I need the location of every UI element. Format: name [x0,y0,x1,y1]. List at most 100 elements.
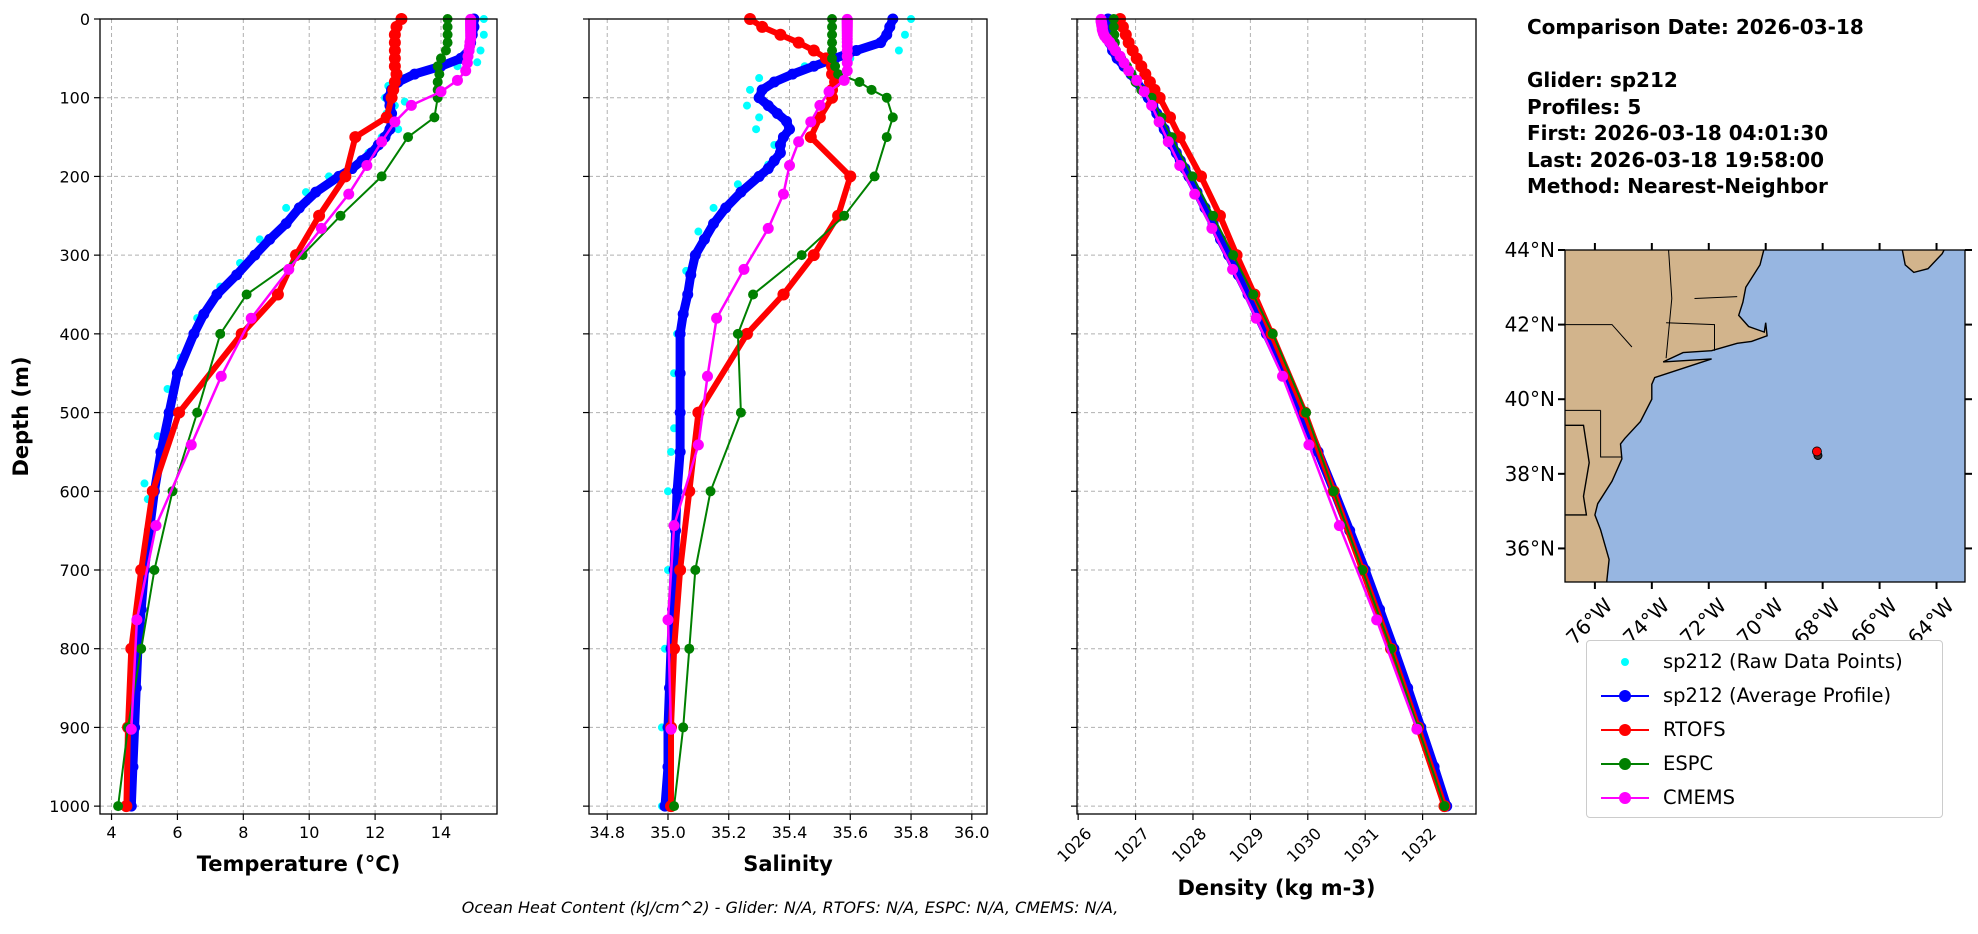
lat-tick-label: 36°N [1505,536,1555,560]
data-point-glider [850,44,862,56]
data-point-cmems [283,263,295,275]
map-body [1565,250,1965,582]
raw-data-point [894,46,903,55]
legend-swatch-average [1597,686,1653,706]
legend-item-rtofs: RTOFS [1587,713,1726,746]
data-point-espc [429,112,440,123]
data-point-cmems [823,86,835,98]
data-point-rtofs [668,642,681,655]
data-point-glider [753,92,765,104]
profile-count: Profiles: 5 [1527,94,1642,119]
legend-swatch-rtofs [1597,720,1653,740]
data-point-glider [310,186,322,198]
data-point-glider [753,170,765,182]
panel-salinity: 34.8 35.0 35.2 35.4 35.6 35.8 36.0 Salinity [583,13,990,876]
data-point-cmems [738,263,750,275]
x-tick-label: 1028 [1168,824,1210,866]
x-tick-label: 1026 [1053,824,1095,866]
series-line-cmems [1099,18,1419,730]
raw-data-point [694,227,703,236]
data-point-espc [1228,250,1239,261]
legend-swatch-espc [1597,754,1653,774]
method: Method: Nearest-Neighbor [1527,174,1828,198]
y-tick-label: 300 [59,246,90,265]
x-tick-label: 35.6 [832,823,868,842]
land-nova-scotia [1901,250,1945,274]
data-point-cmems [405,99,417,111]
data-point-cmems [460,65,472,77]
data-point-cmems [1333,520,1345,532]
data-point-glider [685,269,697,281]
data-point-espc [827,37,838,48]
data-point-rtofs [173,406,186,419]
data-point-cmems [1138,86,1150,98]
x-tick-label: 1031 [1340,824,1382,866]
raw-data-point [479,30,488,39]
data-point-cmems [784,159,796,171]
raw-data-point [752,125,761,134]
data-point-glider [409,68,421,80]
legend-item-raw: sp212 (Raw Data Points) [1587,645,1903,678]
data-point-cmems [841,57,853,69]
series-espc [669,14,898,812]
data-point-cmems [1371,614,1383,626]
data-point-espc [442,29,453,40]
data-point-cmems [1189,188,1201,200]
data-point-rtofs [792,36,805,49]
data-point-espc [830,61,841,72]
x-tick-label: 4 [106,823,116,842]
data-point-espc [669,801,680,812]
data-point-rtofs [146,485,159,498]
series-cmems [1095,13,1423,735]
data-point-rtofs [813,111,826,124]
data-point-glider [771,107,783,119]
data-point-espc [434,69,445,80]
data-point-glider [188,328,200,340]
data-point-espc [1328,486,1339,497]
data-point-rtofs [349,131,362,144]
ocean-heat-content-note: Ocean Heat Content (kJ/cm^2) - Glider: N… [461,898,1119,917]
data-point-espc [839,210,850,221]
axes-frame [1076,18,1477,815]
data-point-cmems [343,188,355,200]
data-point-cmems [1303,439,1315,451]
data-point-espc [887,112,898,123]
raw-data-point [663,487,672,496]
data-point-rtofs [807,249,820,262]
comparison-date: Comparison Date: 2026-03-18 [1527,15,1864,39]
series-rtofs [120,13,408,813]
data-point-rtofs [740,327,753,340]
data-point-espc [376,171,387,182]
data-point-rtofs [674,563,687,576]
data-point-espc [869,171,880,182]
data-point-glider [198,308,210,320]
data-point-cmems [1174,159,1186,171]
data-point-cmems [361,159,373,171]
state-border [1565,324,1633,348]
data-point-cmems [1131,74,1143,86]
data-point-espc [854,76,865,87]
data-point-glider [808,60,820,72]
data-point-glider [787,68,799,80]
data-point-espc [827,29,838,40]
data-point-cmems [451,74,463,86]
state-border [1694,296,1738,299]
y-tick-label: 700 [59,561,90,580]
data-point-espc [1108,21,1119,32]
data-point-cmems [315,222,327,234]
raw-data-point [742,101,751,110]
data-point-glider [671,485,683,497]
x-tick-label: 35.0 [650,823,686,842]
x-tick-label: 35.4 [772,823,808,842]
data-point-glider [762,100,774,112]
data-point-rtofs [135,563,148,576]
data-point-espc [442,37,453,48]
data-point-cmems [1162,136,1174,148]
legend-item-cmems: CMEMS [1587,781,1735,814]
x-axis-label: Density (kg m-3) [1177,876,1375,900]
data-point-cmems [131,614,143,626]
data-point-cmems [762,222,774,234]
x-tick-label: 10 [299,823,319,842]
data-point-cmems [1250,312,1262,324]
